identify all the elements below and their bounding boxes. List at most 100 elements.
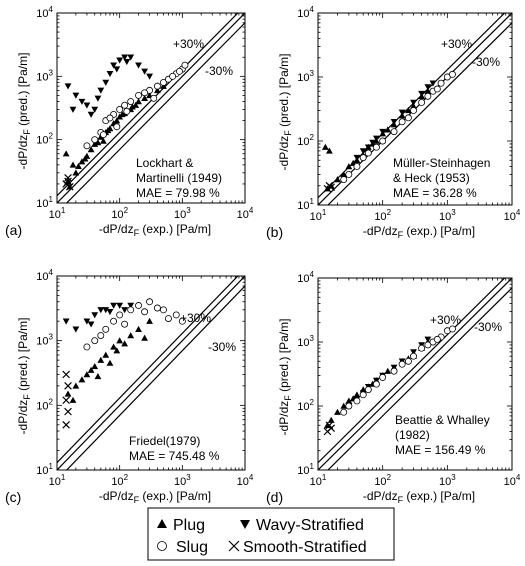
reference-line-minus30 bbox=[65, 285, 245, 470]
reference-line-minus30 bbox=[65, 21, 245, 203]
data-point-plug bbox=[405, 107, 412, 114]
panel-label: (a) bbox=[5, 222, 22, 238]
data-point-wavy-stratified bbox=[127, 302, 135, 309]
legend-box bbox=[147, 507, 395, 561]
plot-frame bbox=[56, 275, 246, 471]
x-tick-label: 101 bbox=[49, 206, 66, 221]
data-point-wavy-stratified bbox=[87, 321, 95, 328]
y-tick-label: 101 bbox=[36, 462, 53, 477]
data-point-plug bbox=[81, 155, 89, 162]
plus-30-label: +30% bbox=[173, 37, 204, 51]
data-point-wavy-stratified bbox=[390, 119, 398, 126]
data-point-smooth-stratified bbox=[62, 396, 70, 405]
x-tick-label: 103 bbox=[174, 473, 191, 488]
plot-frame bbox=[317, 277, 513, 471]
data-point-wavy-stratified bbox=[78, 98, 86, 105]
data-point-slug bbox=[83, 343, 91, 351]
data-point-slug bbox=[150, 94, 158, 102]
legend-marker-slug bbox=[157, 541, 167, 551]
reference-line-plus30 bbox=[318, 278, 506, 464]
data-point-slug bbox=[106, 114, 114, 122]
data-point-wavy-stratified bbox=[94, 95, 102, 102]
data-point-slug bbox=[359, 391, 367, 399]
y-tick-label: 104 bbox=[297, 270, 314, 285]
data-point-slug bbox=[172, 311, 180, 319]
data-point-slug bbox=[141, 89, 149, 97]
x-tick-label: 104 bbox=[504, 208, 521, 223]
data-point-plug bbox=[353, 391, 361, 398]
data-point-slug bbox=[116, 311, 124, 319]
data-point-wavy-stratified bbox=[102, 307, 110, 314]
data-point-slug bbox=[404, 114, 412, 122]
data-point-plug bbox=[321, 143, 329, 150]
y-axis-label: -dP/dzF (pred.) [Pa/m] bbox=[277, 319, 293, 436]
data-point-slug bbox=[404, 357, 412, 365]
data-point-wavy-stratified bbox=[429, 80, 437, 87]
correlation-annotation-line: & Heck (1953) bbox=[393, 171, 470, 185]
data-point-slug bbox=[390, 367, 398, 375]
data-point-plug bbox=[116, 337, 124, 344]
y-tick-label: 104 bbox=[36, 5, 53, 20]
legend-marker-smooth-stratified bbox=[228, 540, 240, 552]
y-axis-label: -dP/dzF (pred.) [Pa/m] bbox=[16, 318, 32, 435]
data-point-smooth-stratified bbox=[62, 370, 70, 379]
data-point-plug bbox=[91, 363, 99, 370]
data-point-wavy-stratified bbox=[64, 83, 72, 90]
data-point-plug bbox=[94, 139, 102, 146]
plus-30-label: +30% bbox=[441, 37, 472, 51]
scatter-panel-c: 101 102 103 104 101 102 103 104 -dP/dzF (exp.) [… bbox=[5, 268, 254, 505]
data-point-smooth-stratified bbox=[64, 382, 72, 390]
data-point-wavy-stratified bbox=[97, 87, 105, 94]
data-point-slug bbox=[169, 72, 177, 80]
data-point-plug bbox=[153, 86, 161, 94]
data-point-plug bbox=[135, 98, 142, 105]
data-point-slug bbox=[146, 298, 154, 306]
data-point-slug bbox=[418, 344, 426, 352]
correlation-annotation-line: Friedel(1979) bbox=[129, 434, 200, 448]
data-point-slug bbox=[424, 92, 432, 100]
data-point-plug bbox=[118, 111, 126, 118]
data-point-slug bbox=[372, 380, 380, 388]
legend-label-plug: Plug bbox=[173, 517, 205, 534]
data-point-slug bbox=[160, 79, 167, 86]
y-tick-label: 102 bbox=[36, 132, 53, 147]
data-point-slug bbox=[364, 386, 372, 394]
data-point-slug bbox=[398, 360, 406, 368]
data-point-slug bbox=[102, 325, 110, 333]
x-tick-label: 102 bbox=[111, 473, 128, 488]
data-point-slug bbox=[398, 118, 406, 126]
y-tick-label: 102 bbox=[36, 397, 53, 412]
data-point-wavy-stratified bbox=[127, 54, 135, 61]
correlation-annotation-line: Lockhart & bbox=[136, 156, 193, 170]
correlation-annotation-line: Beattie & Whalley bbox=[395, 413, 490, 427]
data-point-wavy-stratified bbox=[410, 349, 417, 356]
x-tick-label: 101 bbox=[310, 208, 327, 223]
data-point-slug bbox=[410, 107, 417, 114]
data-point-plug bbox=[384, 367, 392, 374]
data-point-wavy-stratified bbox=[72, 92, 80, 99]
data-point-plug bbox=[127, 332, 135, 339]
data-point-plug bbox=[135, 325, 142, 332]
data-point-slug bbox=[99, 131, 107, 139]
data-point-wavy-stratified bbox=[113, 66, 121, 73]
legend-label-slug: Slug bbox=[176, 539, 208, 556]
scatter-panel-a: 101 102 103 104 101 102 103 104 -dP/dzF (exp.) [… bbox=[5, 5, 254, 238]
correlation-annotation-line: Martinelli (1949) bbox=[136, 171, 222, 185]
data-point-plug bbox=[129, 103, 136, 110]
data-point-plug bbox=[99, 137, 107, 144]
data-point-wavy-stratified bbox=[97, 307, 105, 314]
data-point-slug bbox=[359, 154, 367, 162]
y-tick-label: 103 bbox=[36, 333, 53, 348]
data-point-slug bbox=[178, 317, 186, 325]
reference-line-plus30 bbox=[57, 13, 239, 197]
x-tick-label: 102 bbox=[374, 473, 391, 488]
scatter-panel-b: 101 102 103 104 101 102 103 104 -dP/dzF (exp.) [… bbox=[266, 5, 521, 240]
data-point-wavy-stratified bbox=[116, 302, 124, 309]
legend-marker-wavy-stratified bbox=[240, 520, 250, 529]
x-tick-label: 102 bbox=[374, 208, 391, 223]
reference-line-parity bbox=[57, 276, 245, 470]
x-tick-label: 104 bbox=[237, 206, 254, 221]
data-point-plug bbox=[424, 87, 432, 94]
y-tick-label: 104 bbox=[36, 268, 53, 283]
data-point-smooth-stratified bbox=[327, 424, 336, 433]
